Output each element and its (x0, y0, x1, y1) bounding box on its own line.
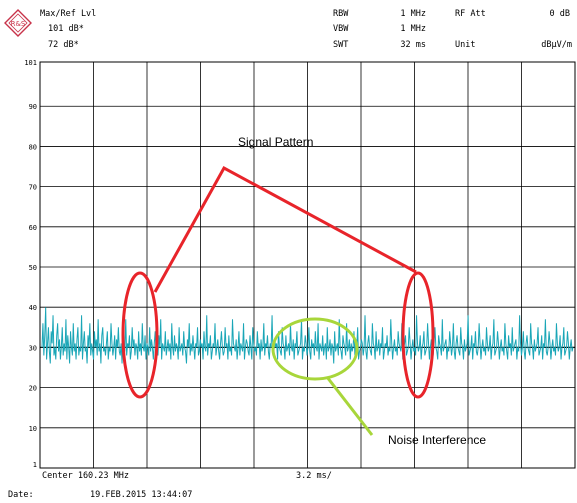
rs-logo-icon: R&S (4, 9, 32, 37)
trace-series (41, 307, 574, 364)
grid (39, 61, 576, 469)
signal-ellipse-right (401, 271, 435, 399)
y-tick-label: 80 (29, 143, 37, 151)
y-tick-label: 70 (29, 184, 37, 192)
rf-att-value: 0 dB (549, 9, 570, 19)
y-tick-label: 30 (29, 344, 37, 352)
rbw-label: RBW (333, 9, 349, 19)
y-tick-label: 90 (29, 103, 37, 111)
center-frequency: Center 160.23 MHz (42, 471, 129, 481)
noise-pointer-line (325, 376, 374, 436)
noise-interference-label: Noise Interference (388, 433, 486, 447)
date-label: Date: (8, 490, 34, 500)
y-tick-label: 40 (29, 304, 37, 312)
time-per-division: 3.2 ms/ (296, 471, 332, 481)
y-tick-label: 50 (29, 264, 37, 272)
y-tick-label: 1 (33, 461, 37, 469)
rbw-value: 1 MHz (400, 9, 426, 19)
signal-pattern-annotation: Signal Pattern (121, 135, 435, 399)
y-tick-label: 101 (24, 59, 37, 67)
mode-label: Max/Ref Lvl (40, 9, 97, 19)
max-level-value: 101 dB* (48, 24, 84, 34)
unit-label: Unit (455, 40, 476, 50)
vbw-value: 1 MHz (400, 24, 426, 34)
rf-att-label: RF Att (455, 9, 486, 19)
y-tick-label: 10 (29, 425, 37, 433)
noise-ellipse (271, 317, 359, 381)
y-tick-label: 20 (29, 385, 37, 393)
logo-text: R&S (11, 20, 26, 28)
swt-label: SWT (333, 40, 349, 50)
vbw-label: VBW (333, 24, 349, 34)
date-value: 19.FEB.2015 13:44:07 (90, 490, 193, 500)
signal-pattern-label: Signal Pattern (238, 135, 313, 149)
noise-interference-annotation: Noise Interference (271, 317, 486, 447)
signal-ellipse-left (121, 271, 159, 399)
swt-value: 32 ms (400, 40, 426, 50)
ref-level-value: 72 dB* (48, 40, 79, 50)
signal-pointer-lines (153, 165, 417, 293)
y-tick-label: 60 (29, 224, 37, 232)
unit-value: dBµV/m (541, 40, 572, 50)
